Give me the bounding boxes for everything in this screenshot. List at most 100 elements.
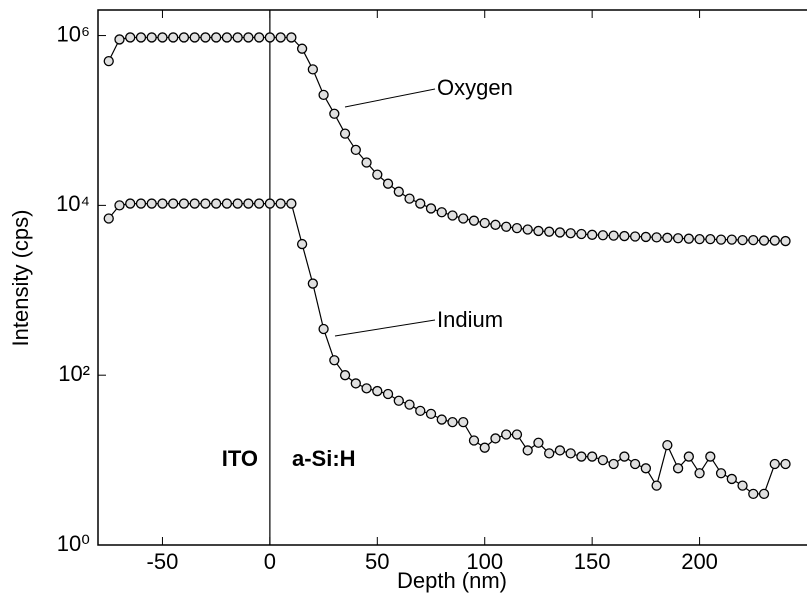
marker [178,32,190,43]
marker [479,442,490,453]
marker [629,458,641,470]
marker [329,108,340,119]
marker [458,213,469,224]
marker [479,217,490,229]
marker [350,378,361,389]
x-tick-label: 50 [365,549,389,574]
marker [329,355,340,366]
x-tick-label: 150 [574,549,611,574]
marker [361,157,372,168]
marker [253,198,265,209]
marker [178,198,190,209]
annotation: ITO [222,446,258,471]
marker [350,144,361,156]
annotation: a-Si:H [292,446,356,471]
marker [447,210,458,221]
marker [576,451,587,462]
marker [103,55,114,67]
annotation: Indium [437,307,503,332]
marker [221,198,233,209]
marker [296,238,308,250]
marker [157,32,168,43]
marker [200,198,211,209]
marker [253,32,265,43]
x-tick-label: 0 [264,549,276,574]
marker [146,32,157,43]
marker [522,445,533,456]
marker [275,198,286,209]
x-tick-label: 200 [681,549,718,574]
marker [705,451,716,462]
marker [286,32,297,43]
marker [651,480,662,491]
marker [125,32,136,43]
leader-line [344,88,436,108]
marker [468,435,480,446]
marker [705,234,716,245]
marker [415,405,426,417]
marker [672,463,684,474]
marker [651,232,662,243]
marker [748,488,759,500]
marker [565,228,576,239]
marker [243,32,254,43]
marker [587,229,598,240]
x-tick-label: -50 [147,549,179,574]
marker [683,451,694,462]
marker [597,230,609,241]
marker [490,433,501,444]
marker [672,233,684,244]
marker [146,198,157,209]
marker [307,64,318,75]
marker [296,43,308,54]
marker [726,473,737,485]
marker [339,128,351,139]
marker [565,448,576,459]
marker [243,198,254,209]
marker [511,429,523,440]
marker [780,458,791,470]
y-tick-label: 10² [58,361,90,386]
marker [404,193,415,204]
marker [447,416,458,428]
marker [490,219,501,230]
marker [694,468,705,479]
marker [533,437,544,448]
marker [382,178,394,189]
x-tick-label: 100 [466,549,503,574]
marker [554,445,566,456]
marker [726,234,737,245]
marker [758,488,770,500]
x-axis-label: Depth (nm) [397,568,507,593]
marker [372,169,383,180]
marker [264,198,276,209]
y-axis-label: Intensity (cps) [8,210,33,347]
marker [264,32,276,43]
marker [339,370,351,381]
marker [533,225,544,237]
marker [189,198,200,209]
marker [114,200,125,211]
marker [275,32,286,43]
marker [189,32,200,43]
marker [640,231,652,243]
y-tick-label: 10⁴ [56,191,90,216]
marker [780,235,791,247]
marker [436,414,447,425]
plot-frame [97,9,807,546]
annotation: Oxygen [437,75,513,100]
marker [221,32,233,43]
marker [393,395,404,406]
marker [501,429,512,440]
marker [544,226,555,237]
marker [436,207,447,218]
marker [393,186,404,197]
marker [135,32,147,43]
marker [640,463,652,474]
marker [587,451,598,462]
marker [715,234,727,245]
marker [168,32,179,43]
marker [769,458,780,470]
marker [501,221,512,232]
